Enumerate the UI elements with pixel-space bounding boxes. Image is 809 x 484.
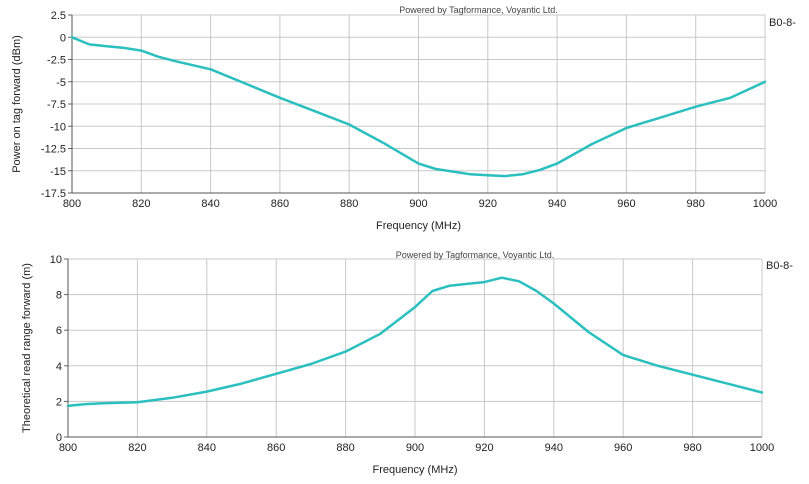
x-tick-label: 1000: [753, 198, 777, 210]
series-line: [66, 276, 764, 408]
x-axis-label: Frequency (MHz): [376, 220, 461, 232]
x-tick-label: 820: [132, 198, 150, 210]
x-tick-label: 900: [406, 442, 424, 454]
x-tick-label: 800: [59, 442, 77, 454]
x-tick-label: 880: [336, 442, 354, 454]
y-tick-label: 2: [56, 396, 62, 408]
y-tick-label: 6: [56, 325, 62, 337]
y-tick-label: 4: [56, 361, 62, 373]
y-tick-label: -10: [50, 121, 66, 133]
x-tick-label: 900: [409, 198, 427, 210]
x-tick-label: 980: [683, 442, 701, 454]
series-line: [70, 36, 767, 178]
chart-credit: Powered by Tagformance, Voyantic Ltd.: [396, 250, 554, 260]
y-tick-label: -5: [56, 77, 66, 89]
y-tick-label: -17.5: [41, 188, 66, 200]
x-tick-label: 940: [548, 198, 566, 210]
x-tick-label: 840: [201, 198, 219, 210]
x-tick-label: 840: [198, 442, 216, 454]
y-tick-label: -15: [50, 166, 66, 178]
x-tick-label: 940: [545, 442, 563, 454]
x-tick-label: 880: [340, 198, 358, 210]
y-tick-label: -7.5: [47, 99, 66, 111]
x-tick-label: 1000: [750, 442, 774, 454]
chart-2: 800 820 840 860 880 900 920 940 960 980 1000 10 8 6 4 2…: [21, 250, 793, 476]
x-tick-label: 980: [687, 198, 705, 210]
x-axis-label: Frequency (MHz): [373, 464, 458, 476]
x-tick-label: 960: [614, 442, 632, 454]
y-tick-label: 0: [56, 432, 62, 444]
chart-1: 800 820 840 860 880 900 920 940 960 980 1000 2.5 0 -2…: [11, 5, 796, 232]
y-axis-label: Power on tag forward (dBm): [11, 35, 23, 173]
x-tick-label: 860: [271, 198, 289, 210]
x-tick-label: 920: [479, 198, 497, 210]
x-tick-label: 860: [267, 442, 285, 454]
y-tick-label: 0: [60, 32, 66, 44]
y-tick-label: -2.5: [47, 55, 66, 67]
y-axis-label: Theoretical read range forward (m): [21, 263, 33, 433]
x-tick-label: 820: [128, 442, 146, 454]
y-tick-label: 10: [50, 254, 62, 266]
legend-label: B0-8-: [769, 17, 796, 29]
x-tick-label: 800: [63, 198, 81, 210]
legend-label: B0-8-: [766, 260, 793, 272]
y-tick-label: 8: [56, 290, 62, 302]
y-tick-label: -12.5: [41, 144, 66, 156]
x-tick-label: 920: [475, 442, 493, 454]
chart-credit: Powered by Tagformance, Voyantic Ltd.: [399, 5, 557, 15]
x-tick-label: 960: [617, 198, 635, 210]
y-tick-label: 2.5: [51, 10, 66, 22]
